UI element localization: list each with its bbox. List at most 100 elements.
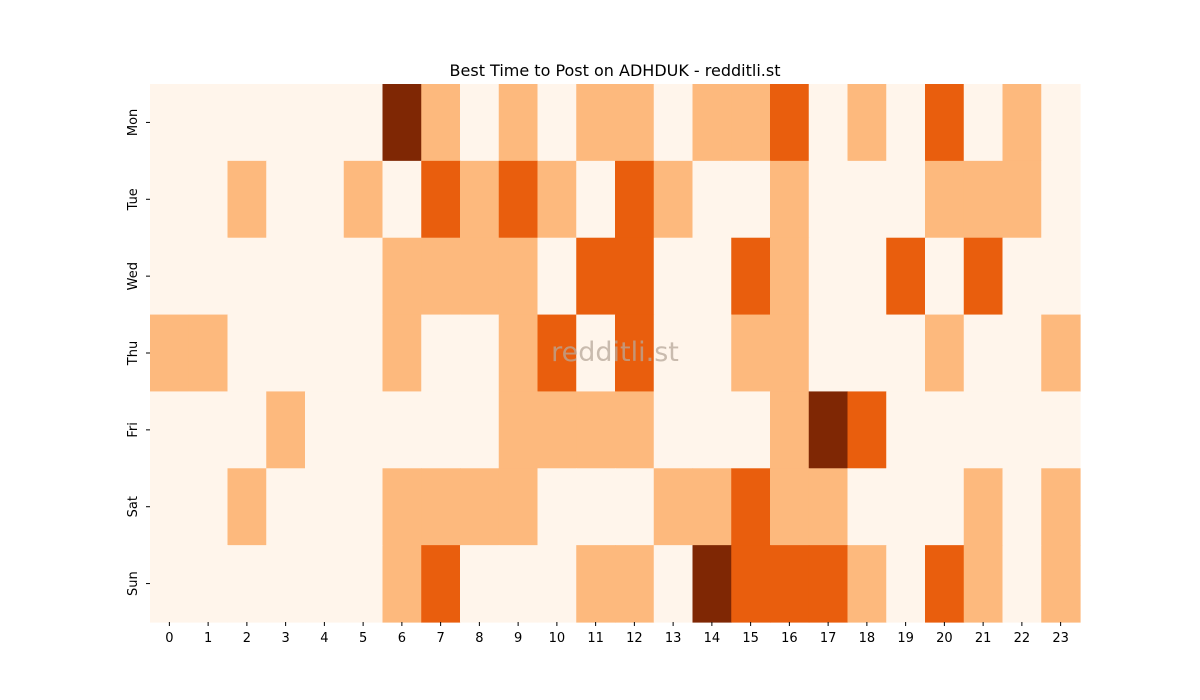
heatmap-cell-sun-0 [150, 545, 190, 623]
heatmap-cell-wed-0 [150, 237, 190, 316]
heatmap-cell-sun-15 [731, 545, 771, 623]
heatmap-cell-sat-3 [266, 468, 306, 546]
heatmap-cell-wed-5 [343, 237, 384, 316]
heatmap-cell-fri-16 [770, 391, 810, 469]
heatmap-cell-sun-4 [305, 545, 345, 623]
heatmap-cell-thu-4 [305, 314, 345, 393]
heatmap-cell-fri-12 [615, 391, 655, 469]
heatmap-cell-mon-12 [615, 84, 655, 162]
heatmap-cell-fri-22 [1002, 391, 1042, 469]
heatmap-cell-mon-1 [188, 84, 229, 162]
heatmap-cell-thu-0 [150, 314, 190, 393]
heatmap-cell-sun-16 [770, 545, 810, 623]
y-tick-label: Sat [126, 496, 141, 517]
heatmap-cell-thu-9 [498, 314, 539, 393]
heatmap-cell-mon-0 [150, 84, 190, 162]
x-tick-label: 0 [165, 631, 173, 646]
heatmap-cell-wed-18 [847, 237, 887, 316]
heatmap-cell-tue-13 [653, 160, 694, 239]
heatmap-cell-sun-11 [576, 545, 616, 623]
heatmap-cell-sat-14 [692, 468, 732, 546]
heatmap-cell-mon-14 [692, 84, 732, 162]
heatmap-cell-mon-5 [343, 84, 384, 162]
heatmap-cell-thu-7 [421, 314, 461, 393]
heatmap-cell-sat-17 [808, 468, 849, 546]
heatmap-cell-mon-23 [1041, 84, 1081, 162]
heatmap-cell-wed-4 [305, 237, 345, 316]
heatmap-cell-thu-15 [731, 314, 771, 393]
heatmap-cell-tue-7 [421, 160, 461, 239]
heatmap-cell-tue-10 [537, 160, 577, 239]
x-tick-label: 10 [549, 631, 566, 646]
heatmap-cell-tue-22 [1002, 160, 1042, 239]
heatmap-cell-thu-21 [963, 314, 1004, 393]
heatmap-cell-tue-8 [460, 160, 500, 239]
heatmap-cell-sun-6 [382, 545, 422, 623]
heatmap-cell-mon-8 [460, 84, 500, 162]
heatmap-cell-wed-15 [731, 237, 771, 316]
heatmap-cell-sat-7 [421, 468, 461, 546]
heatmap-cell-sun-13 [653, 545, 694, 623]
heatmap-cell-sun-14 [692, 545, 732, 623]
x-tick-label: 23 [1052, 631, 1069, 646]
heatmap-cell-fri-18 [847, 391, 887, 469]
heatmap-cell-sat-21 [963, 468, 1004, 546]
x-tick-label: 20 [936, 631, 953, 646]
heatmap-cell-sun-3 [266, 545, 306, 623]
heatmap-cell-sat-4 [305, 468, 345, 546]
heatmap-cell-wed-21 [963, 237, 1004, 316]
heatmap-cell-fri-5 [343, 391, 384, 469]
heatmap-cell-sun-9 [498, 545, 539, 623]
x-tick-label: 18 [859, 631, 876, 646]
x-tick-label: 7 [436, 631, 444, 646]
heatmap-cell-tue-0 [150, 160, 190, 239]
x-tick-label: 6 [398, 631, 406, 646]
heatmap-cell-wed-1 [188, 237, 229, 316]
heatmap-cell-sun-19 [886, 545, 926, 623]
y-tick-label: Tue [126, 188, 141, 211]
x-tick-label: 19 [897, 631, 914, 646]
heatmap-cell-fri-20 [925, 391, 965, 469]
x-tick-label: 5 [359, 631, 367, 646]
x-tick-label: 12 [626, 631, 643, 646]
heatmap-cells [150, 84, 1081, 623]
heatmap-cell-tue-3 [266, 160, 306, 239]
heatmap-cell-sat-11 [576, 468, 616, 546]
heatmap-cell-tue-9 [498, 160, 539, 239]
heatmap-cell-thu-11 [576, 314, 616, 393]
heatmap-cell-sat-8 [460, 468, 500, 546]
heatmap-cell-mon-2 [227, 84, 267, 162]
heatmap-cell-sat-5 [343, 468, 384, 546]
heatmap-cell-sat-9 [498, 468, 539, 546]
y-axis-ticks: Mon Tue Wed Thu Fri Sat Sun [126, 109, 150, 596]
heatmap-cell-fri-23 [1041, 391, 1081, 469]
heatmap-cell-fri-21 [963, 391, 1004, 469]
heatmap-cell-tue-16 [770, 160, 810, 239]
heatmap-cell-sun-20 [925, 545, 965, 623]
heatmap-cell-tue-18 [847, 160, 887, 239]
x-axis-ticks: 0 1 2 3 4 5 6 7 8 9 10 11 12 13 14 15 16 17 18 19 20 21 22 23 [165, 622, 1069, 646]
heatmap-cell-mon-21 [963, 84, 1004, 162]
x-tick-label: 17 [820, 631, 837, 646]
heatmap-cell-mon-18 [847, 84, 887, 162]
heatmap-cell-mon-13 [653, 84, 694, 162]
heatmap-cell-sun-2 [227, 545, 267, 623]
x-tick-label: 1 [204, 631, 212, 646]
heatmap-cell-thu-10 [537, 314, 577, 393]
heatmap-cell-tue-14 [692, 160, 732, 239]
heatmap-cell-wed-20 [925, 237, 965, 316]
heatmap-cell-tue-20 [925, 160, 965, 239]
x-tick-label: 22 [1014, 631, 1031, 646]
heatmap-cell-thu-8 [460, 314, 500, 393]
heatmap-cell-tue-21 [963, 160, 1004, 239]
heatmap-cell-tue-19 [886, 160, 926, 239]
heatmap-cell-fri-15 [731, 391, 771, 469]
heatmap-cell-sat-22 [1002, 468, 1042, 546]
heatmap-cell-wed-9 [498, 237, 539, 316]
heatmap-cell-thu-12 [615, 314, 655, 393]
heatmap-cell-tue-11 [576, 160, 616, 239]
y-tick-label: Fri [126, 422, 141, 438]
heatmap-cell-mon-6 [382, 84, 422, 162]
heatmap-cell-mon-19 [886, 84, 926, 162]
heatmap-cell-sat-15 [731, 468, 771, 546]
